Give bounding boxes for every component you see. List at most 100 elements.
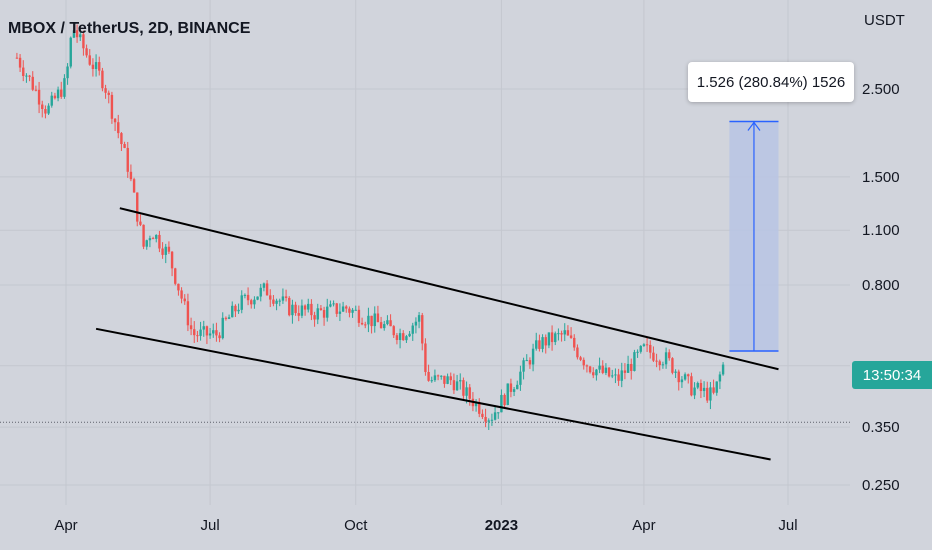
- candle-body: [262, 283, 266, 288]
- candle-body: [345, 306, 348, 309]
- candle-body: [614, 374, 617, 376]
- candle-body: [585, 365, 589, 367]
- candle-body: [158, 234, 161, 249]
- candle-body: [481, 413, 484, 417]
- candle-body: [215, 330, 218, 336]
- candle-body: [535, 340, 538, 349]
- candle-body: [395, 335, 399, 341]
- candle-body: [307, 303, 310, 310]
- x-tick-label: Jul: [200, 517, 219, 534]
- candle-body: [170, 251, 174, 269]
- candle-body: [538, 340, 541, 349]
- candle-body: [91, 64, 95, 70]
- candle-body: [522, 360, 525, 372]
- candle-body: [281, 296, 285, 301]
- candle-body: [53, 95, 57, 99]
- candle-body: [224, 317, 228, 319]
- candle-body: [693, 387, 696, 396]
- candle-body: [386, 320, 389, 325]
- candle-body: [633, 352, 636, 371]
- candle-body: [706, 387, 709, 401]
- measure-label: 1.526 (280.84%) 1526: [688, 62, 854, 102]
- candle-body: [205, 326, 209, 336]
- candle-body: [338, 311, 342, 314]
- candle-body: [702, 387, 706, 392]
- candle-body: [490, 419, 494, 421]
- candle-body: [620, 370, 623, 381]
- candle-body: [177, 283, 180, 291]
- candle-body: [246, 294, 250, 301]
- candle-body: [604, 367, 608, 373]
- candle-body: [459, 380, 462, 382]
- candle-body: [497, 412, 500, 414]
- measure-arrow-head: [747, 121, 761, 131]
- candle-body: [145, 240, 148, 247]
- candle-body: [639, 345, 642, 352]
- candle-body: [82, 34, 85, 49]
- candle-body: [563, 330, 566, 335]
- candle-body: [326, 306, 329, 318]
- x-tick-label: Jul: [778, 517, 797, 534]
- candle-body: [37, 89, 41, 105]
- candle-body: [598, 365, 601, 370]
- candle-body: [455, 381, 459, 391]
- price-countdown-tag: 13:50:34: [852, 361, 932, 389]
- candle-body: [75, 30, 79, 38]
- candle-body: [148, 238, 152, 241]
- candle-body: [319, 308, 323, 311]
- candle-body: [465, 387, 468, 396]
- candle-body: [550, 332, 554, 343]
- candle-body: [63, 78, 66, 97]
- candle-body: [709, 387, 712, 401]
- candle-body: [120, 133, 123, 145]
- candle-body: [525, 360, 528, 362]
- candle-body: [582, 359, 585, 366]
- candle-body: [652, 352, 655, 361]
- candle-body: [427, 371, 430, 381]
- candle-body: [528, 360, 532, 365]
- candle-body: [313, 315, 316, 320]
- candle-body: [544, 337, 547, 346]
- candle-body: [715, 381, 718, 393]
- candle-body: [367, 315, 370, 325]
- candle-body: [66, 66, 69, 79]
- candle-body: [167, 246, 171, 252]
- candle-body: [509, 383, 513, 392]
- x-axis: Apr Jul Oct 2023 Apr Jul: [54, 517, 797, 534]
- candle-body: [392, 326, 395, 336]
- candle-body: [44, 109, 47, 114]
- candle-body: [85, 48, 88, 56]
- candle-body: [630, 363, 633, 371]
- candle-body: [541, 337, 544, 349]
- candle-body: [208, 333, 212, 336]
- candle-body: [579, 357, 582, 360]
- candle-body: [560, 333, 563, 335]
- y-tick-label: 0.800: [862, 277, 900, 294]
- candle-body: [231, 305, 234, 318]
- y-tick-label: 1.100: [862, 222, 900, 239]
- candle-body: [408, 333, 411, 337]
- candle-body: [512, 389, 516, 392]
- candle-body: [136, 192, 139, 222]
- candle-body: [196, 335, 199, 337]
- candle-body: [411, 325, 414, 334]
- y-tick-label: 1.500: [862, 169, 900, 186]
- measure-tool[interactable]: [729, 120, 779, 352]
- candle-body: [623, 370, 627, 373]
- candle-body: [462, 380, 465, 396]
- candle-body: [718, 374, 722, 382]
- candle-body: [601, 365, 604, 373]
- y-tick-label: 2.500: [862, 81, 900, 98]
- candle-body: [161, 248, 164, 255]
- candle-body: [117, 122, 120, 134]
- x-tick-label: Apr: [54, 517, 77, 534]
- candle-body: [79, 34, 82, 38]
- candle-body: [430, 380, 433, 382]
- candle-body: [113, 118, 117, 123]
- candle-body: [15, 57, 19, 59]
- currency-label: USDT: [864, 12, 905, 29]
- candle-body: [421, 315, 424, 344]
- candle-body: [383, 324, 386, 329]
